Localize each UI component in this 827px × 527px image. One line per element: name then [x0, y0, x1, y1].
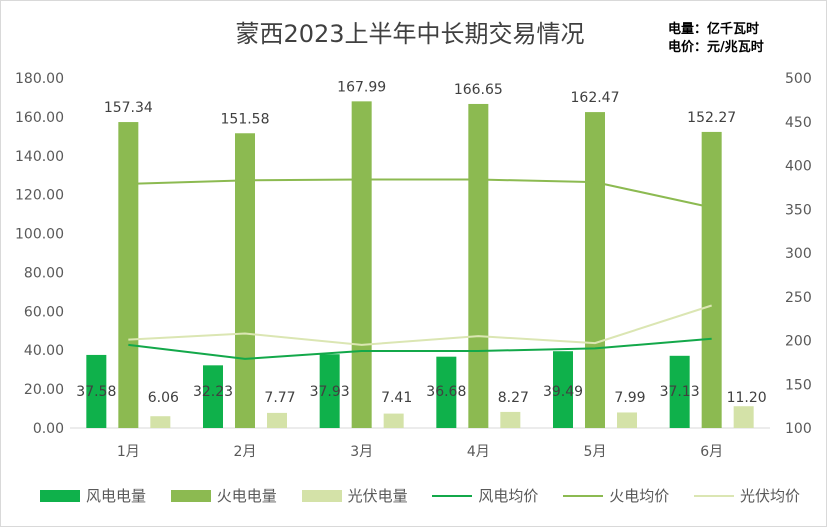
data-label: 36.68 — [426, 384, 466, 400]
y-left-tick-label: 20.00 — [24, 382, 64, 398]
legend-item: 火电均价 — [563, 485, 669, 506]
bar-1 — [203, 365, 223, 428]
series-line-3 — [128, 304, 712, 346]
data-label: 37.13 — [660, 384, 700, 400]
legend-label: 光伏均价 — [739, 487, 800, 505]
bar-2 — [118, 122, 139, 429]
data-label: 37.58 — [76, 384, 116, 400]
data-label: 7.99 — [614, 390, 645, 406]
data-label: 8.27 — [498, 390, 529, 406]
x-tick-label: 4月 — [467, 444, 490, 460]
bar-3 — [150, 416, 171, 428]
legend-swatch — [170, 489, 211, 502]
data-label: 167.99 — [337, 79, 386, 95]
legend-swatch — [693, 494, 734, 497]
legend-swatch — [40, 489, 80, 502]
x-tick-label: 6月 — [700, 444, 723, 460]
legend-item: 火电电量 — [170, 485, 277, 506]
y-left-tick-label: 140.00 — [15, 149, 64, 165]
y-right-tick-label: 300 — [785, 246, 812, 262]
y-right-tick-label: 200 — [785, 334, 812, 350]
data-label: 7.41 — [381, 390, 412, 406]
data-label: 7.77 — [264, 390, 295, 406]
data-label: 157.34 — [104, 100, 153, 116]
y-left-tick-label: 60.00 — [24, 304, 64, 320]
y-right-tick-label: 150 — [785, 377, 812, 393]
legend-label: 火电均价 — [609, 487, 670, 505]
legend-item: 光伏电量 — [301, 485, 408, 506]
bar-1 — [669, 355, 690, 428]
y-right-tick-label: 100 — [785, 421, 812, 437]
y-left-tick-label: 0.00 — [33, 421, 64, 437]
legend-swatch — [563, 494, 604, 497]
legend-label: 风电电量 — [86, 487, 147, 505]
bar-2 — [351, 101, 372, 428]
bar-2 — [701, 131, 722, 429]
data-label: 152.27 — [687, 110, 736, 126]
x-tick-label: 5月 — [584, 444, 607, 460]
bar-3 — [733, 406, 754, 428]
legend-label: 火电电量 — [216, 487, 277, 505]
y-right-tick-label: 500 — [785, 71, 812, 87]
legend-item: 光伏均价 — [693, 485, 800, 506]
data-label: 162.47 — [571, 90, 620, 106]
y-left-tick-label: 100.00 — [15, 227, 64, 243]
bar-1 — [319, 354, 340, 428]
legend-label: 风电均价 — [478, 487, 539, 505]
y-left-tick-label: 180.00 — [15, 71, 64, 87]
legend-item: 风电均价 — [432, 485, 538, 506]
chart-title: 蒙西2023上半年中长期交易情况 — [235, 20, 585, 48]
data-label: 166.65 — [454, 82, 503, 98]
data-label: 11.20 — [727, 390, 767, 406]
data-label: 32.23 — [193, 384, 233, 400]
legend-swatch — [301, 489, 342, 502]
unit-price: 电价：元/兆瓦时 — [668, 40, 764, 55]
x-tick-label: 1月 — [117, 444, 140, 460]
y-right-tick-label: 450 — [785, 115, 812, 131]
bar-2 — [468, 103, 489, 428]
bar-3 — [500, 411, 521, 428]
x-tick-label: 2月 — [234, 444, 257, 460]
bar-3 — [617, 412, 637, 428]
x-tick-label: 3月 — [350, 444, 373, 460]
chart-legend: 风电电量 火电电量 光伏电量 风电均价 火电均价 光伏均价 — [40, 485, 800, 506]
y-right-tick-label: 250 — [785, 290, 812, 306]
bar-2 — [585, 112, 605, 428]
y-right-tick-label: 350 — [785, 202, 812, 218]
y-left-tick-label: 120.00 — [15, 188, 64, 204]
y-left-tick-label: 40.00 — [24, 343, 64, 359]
series-line-2 — [128, 178, 712, 209]
legend-label: 光伏电量 — [347, 487, 408, 505]
series-line-1 — [128, 337, 712, 360]
bar-3 — [383, 413, 404, 428]
bar-2 — [235, 133, 255, 428]
bar-1 — [436, 356, 457, 428]
data-label: 37.93 — [310, 384, 350, 400]
bar-1 — [86, 354, 107, 428]
legend-swatch — [432, 494, 473, 497]
bar-3 — [267, 412, 287, 428]
data-label: 6.06 — [148, 390, 179, 406]
legend-item: 风电电量 — [40, 485, 146, 506]
y-right-tick-label: 400 — [785, 159, 812, 175]
y-left-tick-label: 80.00 — [24, 265, 64, 281]
y-left-tick-label: 160.00 — [15, 110, 64, 126]
data-label: 151.58 — [221, 111, 270, 127]
bar-1 — [553, 351, 573, 428]
data-label: 39.49 — [543, 384, 583, 400]
unit-energy: 电量：亿千瓦时 — [668, 22, 760, 37]
